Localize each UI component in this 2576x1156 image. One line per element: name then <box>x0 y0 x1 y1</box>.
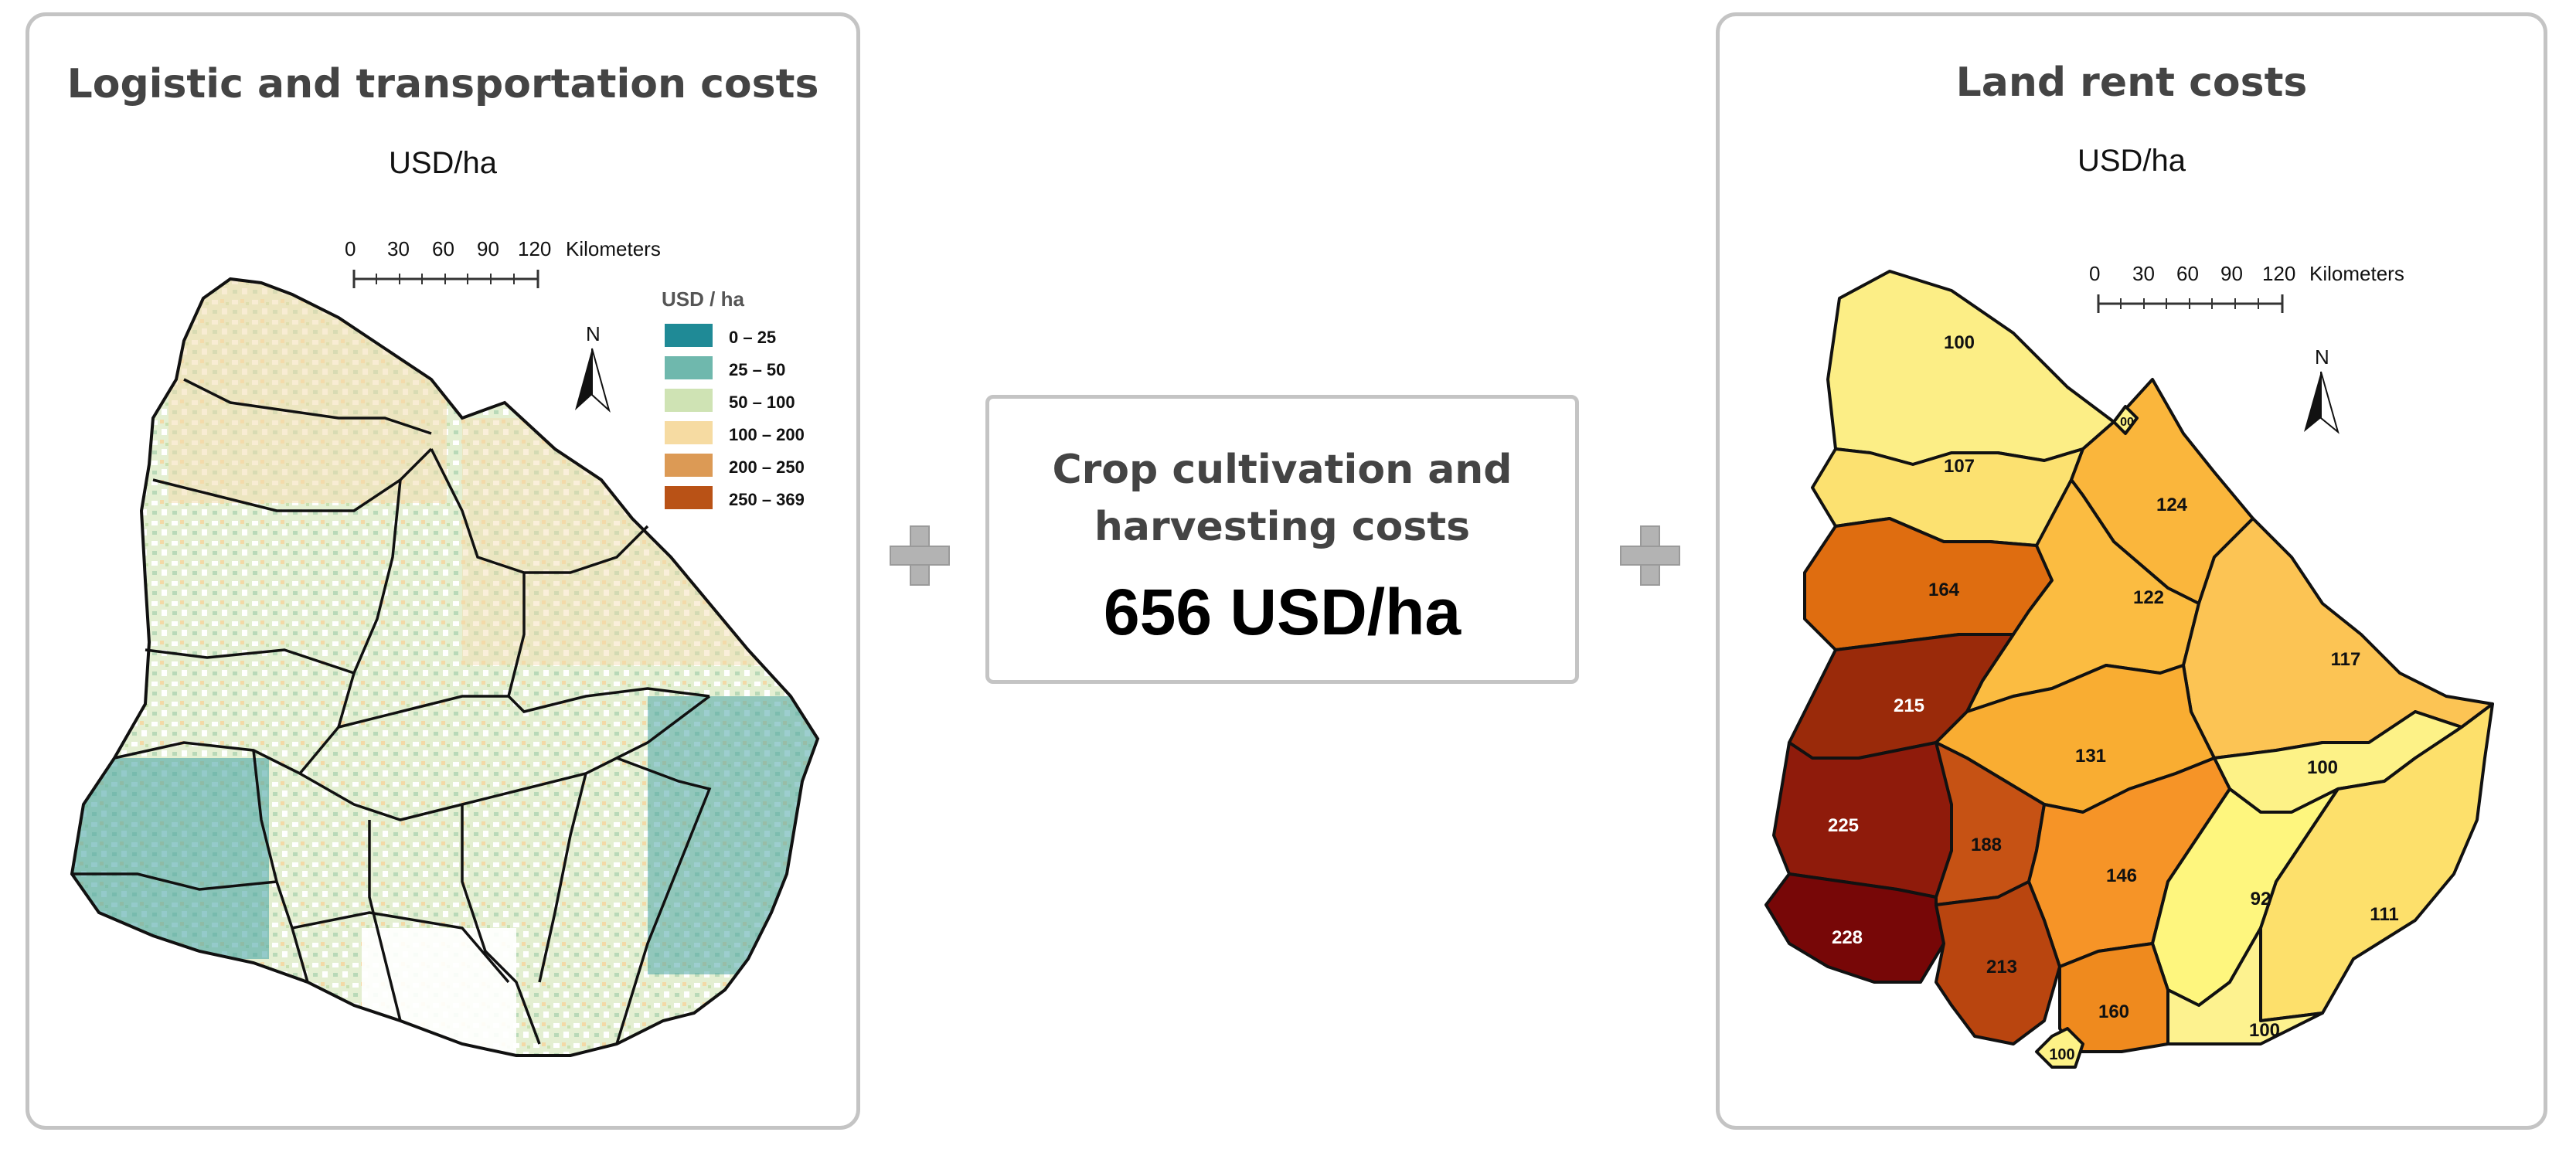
department-label: 100 <box>2049 1046 2074 1063</box>
department-label: 107 <box>1944 456 1975 477</box>
department-region <box>1935 880 2061 1046</box>
crop-cost-title: Crop cultivation and harvesting costs <box>989 441 1575 556</box>
scale-tick-label: 120 <box>518 237 551 260</box>
country-outline <box>70 277 820 1057</box>
legend-swatch <box>665 324 713 347</box>
legend-swatch <box>665 389 713 412</box>
land-rent-map: 100 107 124 164 122 117 215 131 100 225 … <box>1764 262 2494 1069</box>
scale-tick-label: 90 <box>2220 262 2243 285</box>
department-label: 117 <box>2331 649 2361 670</box>
scale-tick-label: 60 <box>2176 262 2199 285</box>
north-arrow-icon: N <box>2304 345 2339 434</box>
department-label: 146 <box>2106 865 2137 886</box>
left-panel-title: Logistic and transportation costs <box>66 61 819 107</box>
department-label: 00 <box>2120 416 2134 429</box>
scale-tick-label: 0 <box>345 237 356 260</box>
department-region <box>1772 741 1969 899</box>
crop-cost-title-line1: Crop cultivation and <box>1052 447 1513 493</box>
legend-swatch <box>665 454 713 477</box>
svg-text:N: N <box>586 322 601 345</box>
land-rent-panel: Land rent costs USD/ha 100 <box>1716 12 2547 1130</box>
department-region <box>2259 702 2494 1022</box>
north-arrow-icon: N <box>575 322 611 413</box>
logistic-costs-map: 0 30 60 90 120 Kilometers N USD / ha <box>70 237 820 1057</box>
department-region <box>1826 270 2115 466</box>
department-region <box>1764 872 1945 984</box>
department-label: 124 <box>2156 495 2188 515</box>
scale-tick-label: 60 <box>432 237 454 260</box>
crop-cost-box: Crop cultivation and harvesting costs 65… <box>985 395 1579 684</box>
legend-label: 25 – 50 <box>729 360 785 379</box>
legend-title: USD / ha <box>662 287 744 311</box>
department-label: 164 <box>1928 580 1960 600</box>
legend-label: 50 – 100 <box>729 393 795 412</box>
legend-swatch <box>665 356 713 379</box>
department-label: 213 <box>1986 957 2017 978</box>
legend-label: 0 – 25 <box>729 328 776 347</box>
department-label: 122 <box>2133 587 2164 608</box>
department-label: 100 <box>2249 1020 2280 1041</box>
legend-label: 200 – 250 <box>729 457 805 477</box>
department-label: 131 <box>2075 746 2106 767</box>
scale-tick-label: 30 <box>2132 262 2155 285</box>
department-label: 100 <box>1944 332 1975 353</box>
legend-label: 100 – 200 <box>729 425 805 444</box>
legend-swatch <box>665 486 713 509</box>
legend-label: 250 – 369 <box>729 490 805 509</box>
department-label: 188 <box>1971 835 2002 855</box>
department-label: 160 <box>2098 1001 2129 1022</box>
crop-cost-value: 656 USD/ha <box>1103 576 1462 648</box>
scale-tick-label: 90 <box>477 237 499 260</box>
scale-bar: 0 30 60 90 120 Kilometers <box>345 237 661 288</box>
right-panel-unit: USD/ha <box>2077 144 2186 178</box>
scale-tick-label: 120 <box>2262 262 2295 285</box>
department-label: 225 <box>1828 815 1859 836</box>
department-label: 228 <box>1832 927 1863 948</box>
department-region <box>2112 405 2139 435</box>
plus-icon <box>1620 525 1680 586</box>
department-polygons <box>1764 270 2494 1069</box>
right-panel-title: Land rent costs <box>1955 60 2308 106</box>
department-label: 215 <box>1894 695 1924 716</box>
scale-unit-label: Kilometers <box>566 237 661 260</box>
department-boundaries <box>72 378 712 1045</box>
scale-tick-label: 0 <box>2089 262 2100 285</box>
logistic-costs-panel: Logistic and transportation costs USD/ha <box>26 12 860 1130</box>
plus-icon <box>890 525 950 586</box>
department-labels: 100 107 124 164 122 117 215 131 100 225 … <box>1828 332 2399 1063</box>
department-region <box>2166 926 2324 1046</box>
department-region <box>2035 1027 2084 1069</box>
scale-bar: 0 30 60 90 120 Kilometers <box>2089 262 2404 313</box>
scale-tick-label: 30 <box>387 237 410 260</box>
department-label: 92 <box>2251 889 2271 910</box>
svg-text:N: N <box>2315 345 2329 369</box>
scale-unit-label: Kilometers <box>2309 262 2404 285</box>
left-panel-unit: USD/ha <box>388 146 498 180</box>
department-label: 111 <box>2370 904 2398 925</box>
department-label: 100 <box>2307 757 2338 778</box>
crop-cost-title-line2: harvesting costs <box>1094 504 1471 550</box>
legend-swatch <box>665 421 713 444</box>
legend: USD / ha 0 – 25 25 – 50 50 – 100 100 – 2… <box>662 287 805 509</box>
